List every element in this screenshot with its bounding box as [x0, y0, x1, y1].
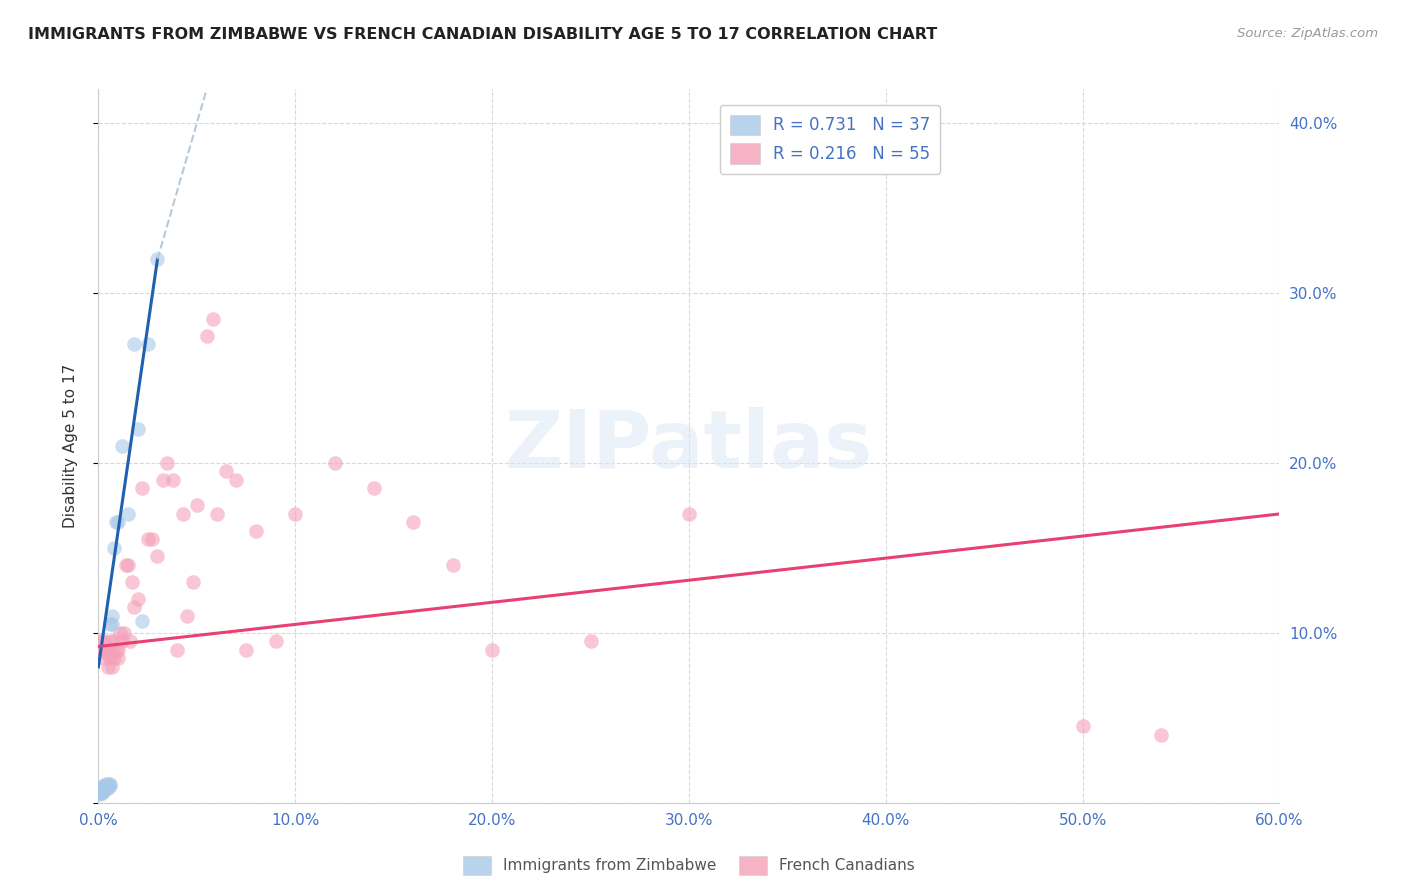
Point: [93, 782, 115, 797]
Point: [93, 780, 115, 795]
Point: [111, 634, 134, 648]
Point: [131, 614, 153, 628]
Point: [103, 651, 125, 665]
Text: ZIPatlas: ZIPatlas: [505, 407, 873, 485]
Point: [101, 617, 124, 632]
Point: [156, 456, 179, 470]
Point: [122, 337, 145, 351]
Point: [117, 507, 139, 521]
Point: [323, 456, 346, 470]
Text: IMMIGRANTS FROM ZIMBABWE VS FRENCH CANADIAN DISABILITY AGE 5 TO 17 CORRELATION C: IMMIGRANTS FROM ZIMBABWE VS FRENCH CANAD…: [28, 27, 938, 42]
Point: [181, 574, 204, 589]
Point: [111, 439, 134, 453]
Point: [101, 608, 124, 623]
Point: [127, 591, 149, 606]
Point: [481, 643, 503, 657]
Point: [131, 482, 153, 496]
Point: [97, 777, 120, 791]
Point: [141, 533, 163, 547]
Point: [225, 473, 247, 487]
Point: [1071, 719, 1094, 733]
Point: [176, 608, 198, 623]
Point: [89, 784, 111, 798]
Point: [97, 780, 120, 795]
Point: [121, 574, 143, 589]
Point: [146, 252, 169, 266]
Point: [264, 634, 287, 648]
Point: [97, 643, 120, 657]
Y-axis label: Disability Age 5 to 17: Disability Age 5 to 17: [63, 364, 77, 528]
Point: [93, 651, 115, 665]
Point: [136, 337, 159, 351]
Point: [91, 780, 114, 795]
Point: [1150, 728, 1173, 742]
Point: [205, 507, 228, 521]
Point: [96, 780, 118, 795]
Point: [96, 779, 118, 793]
Point: [89, 786, 111, 800]
Point: [101, 660, 124, 674]
Point: [89, 634, 111, 648]
Point: [107, 643, 129, 657]
Point: [136, 533, 159, 547]
Point: [152, 473, 174, 487]
Point: [98, 617, 121, 632]
Point: [678, 507, 700, 521]
Point: [91, 786, 114, 800]
Point: [127, 422, 149, 436]
Point: [93, 782, 115, 797]
Point: [91, 643, 114, 657]
Point: [112, 626, 135, 640]
Point: [96, 646, 118, 660]
Point: [579, 634, 602, 648]
Point: [96, 777, 118, 791]
Point: [107, 651, 129, 665]
Point: [105, 643, 128, 657]
Point: [89, 782, 111, 797]
Point: [215, 465, 238, 479]
Point: [122, 600, 145, 615]
Point: [89, 787, 111, 801]
Point: [284, 507, 307, 521]
Point: [93, 634, 115, 648]
Point: [402, 516, 425, 530]
Point: [93, 784, 115, 798]
Point: [97, 779, 120, 793]
Point: [201, 311, 224, 326]
Point: [146, 549, 169, 564]
Point: [162, 473, 184, 487]
Point: [118, 634, 141, 648]
Point: [117, 558, 139, 572]
Point: [98, 634, 121, 648]
Point: [93, 779, 115, 793]
Point: [108, 626, 131, 640]
Point: [166, 643, 188, 657]
Point: [103, 634, 125, 648]
Point: [91, 784, 114, 798]
Point: [186, 499, 208, 513]
Point: [195, 328, 218, 343]
Point: [98, 651, 121, 665]
Point: [235, 643, 257, 657]
Point: [98, 777, 121, 791]
Point: [97, 660, 120, 674]
Point: [91, 782, 114, 797]
Text: Source: ZipAtlas.com: Source: ZipAtlas.com: [1237, 27, 1378, 40]
Point: [105, 516, 128, 530]
Point: [98, 779, 121, 793]
Point: [107, 516, 129, 530]
Point: [103, 541, 125, 555]
Point: [101, 643, 124, 657]
Point: [91, 779, 114, 793]
Point: [96, 779, 118, 793]
Legend: Immigrants from Zimbabwe, French Canadians: Immigrants from Zimbabwe, French Canadia…: [457, 850, 921, 880]
Point: [441, 558, 464, 572]
Point: [115, 558, 138, 572]
Point: [172, 507, 194, 521]
Point: [89, 780, 111, 795]
Point: [363, 482, 385, 496]
Point: [245, 524, 267, 538]
